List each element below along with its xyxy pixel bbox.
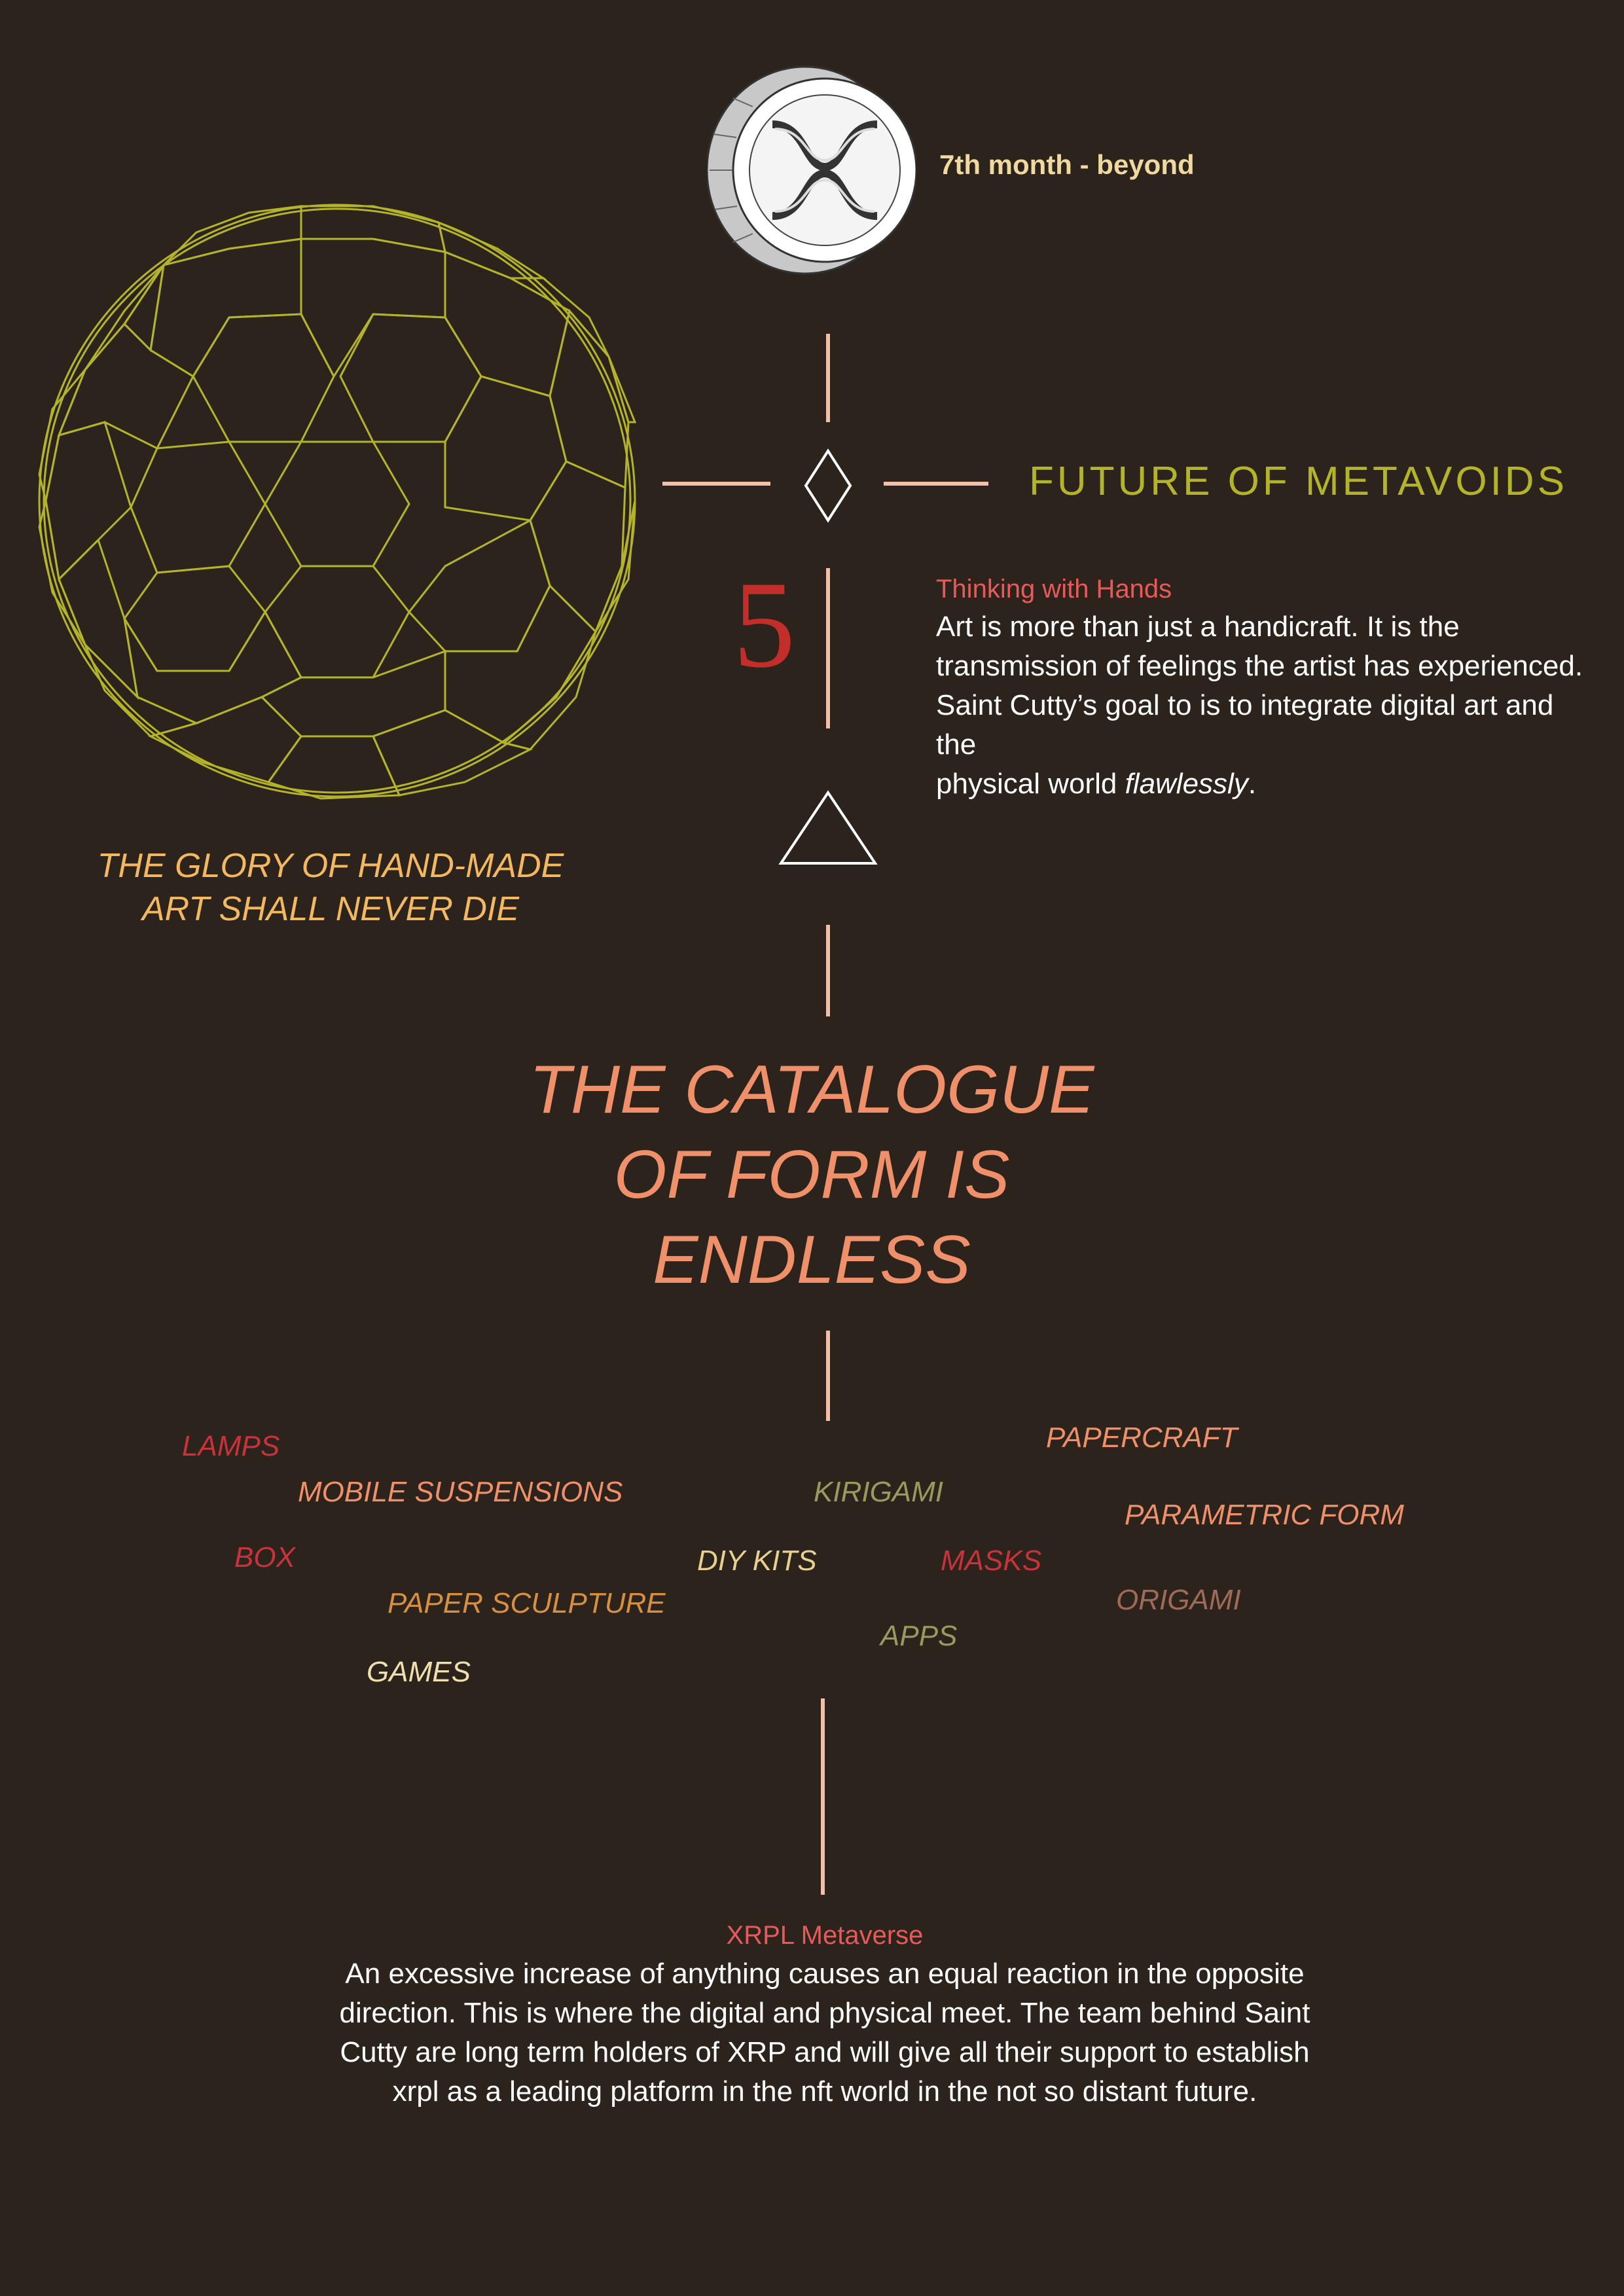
sphere-caption-line-2: ART SHALL NEVER DIE	[141, 890, 520, 928]
thinking-line-4-prefix: physical world	[936, 768, 1125, 800]
xrp-coin-icon	[707, 65, 916, 275]
timeline-line-top	[826, 334, 830, 422]
sphere-caption: THE GLORY OF HAND-MADE ART SHALL NEVER D…	[65, 844, 596, 931]
xrpl-line-2: direction. This is where the digital and…	[339, 1997, 1310, 2029]
timeline-line-mid	[826, 925, 830, 1016]
timeline-line-step	[826, 568, 830, 728]
geodesic-sphere-icon	[38, 204, 637, 800]
thinking-body: Art is more than just a handicraft. It i…	[936, 607, 1591, 804]
form-parametric-form: PARAMETRIC FORM	[1125, 1499, 1404, 1531]
form-paper-sculpture: PAPER SCULPTURE	[388, 1587, 666, 1619]
xrpl-line-4: xrpl as a leading platform in the nft wo…	[392, 2075, 1257, 2108]
thinking-block: Thinking with Hands Art is more than jus…	[936, 571, 1591, 804]
diamond-icon	[804, 448, 852, 523]
xrpl-line-1: An excessive increase of anything causes…	[345, 1958, 1305, 1990]
catalogue-heading: THE CATALOGUE OF FORM IS ENDLESS	[419, 1047, 1204, 1302]
form-kirigami: KIRIGAMI	[814, 1476, 944, 1508]
form-mobile-suspensions: MOBILE SUSPENSIONS	[298, 1476, 623, 1508]
thinking-title: Thinking with Hands	[936, 575, 1172, 603]
form-apps: APPS	[880, 1620, 958, 1652]
xrpl-title: XRPL Metaverse	[726, 1921, 924, 1950]
thinking-line-2: transmission of feelings the artist has …	[936, 650, 1583, 682]
sphere-caption-line-1: THE GLORY OF HAND-MADE	[97, 847, 564, 885]
xrpl-body: An excessive increase of anything causes…	[288, 1954, 1362, 2111]
thinking-line-4: physical world flawlessly.	[936, 764, 1591, 804]
catalogue-heading-line-3: ENDLESS	[653, 1222, 971, 1298]
timeline-line-bottom	[821, 1698, 825, 1895]
form-box: BOX	[234, 1541, 295, 1573]
triangle-icon	[778, 790, 878, 865]
timeline-label: 7th month - beyond	[939, 149, 1195, 180]
thinking-line-3: Saint Cutty’s goal to is to integrate di…	[936, 689, 1554, 761]
step-number: 5	[733, 556, 795, 694]
timeline-line-right	[884, 482, 988, 486]
timeline-line-lower	[826, 1331, 830, 1421]
catalogue-heading-line-2: OF FORM IS	[613, 1137, 1010, 1213]
thinking-line-1: Art is more than just a handicraft. It i…	[936, 611, 1460, 643]
section-title: FUTURE OF METAVOIDS	[1029, 459, 1568, 504]
timeline-line-left	[662, 482, 770, 486]
xrpl-block: XRPL Metaverse An excessive increase of …	[288, 1916, 1362, 2111]
form-games: GAMES	[367, 1656, 471, 1688]
xrpl-line-3: Cutty are long term holders of XRP and w…	[340, 2036, 1310, 2068]
form-masks: MASKS	[941, 1545, 1042, 1577]
form-origami: ORIGAMI	[1116, 1584, 1241, 1616]
thinking-line-4-suffix: .	[1248, 768, 1257, 800]
thinking-emphasis: flawlessly	[1125, 768, 1248, 800]
form-lamps: LAMPS	[182, 1430, 280, 1462]
form-diy-kits: DIY KITS	[697, 1545, 817, 1577]
form-papercraft: PAPERCRAFT	[1046, 1422, 1238, 1454]
catalogue-heading-line-1: THE CATALOGUE	[529, 1052, 1094, 1128]
